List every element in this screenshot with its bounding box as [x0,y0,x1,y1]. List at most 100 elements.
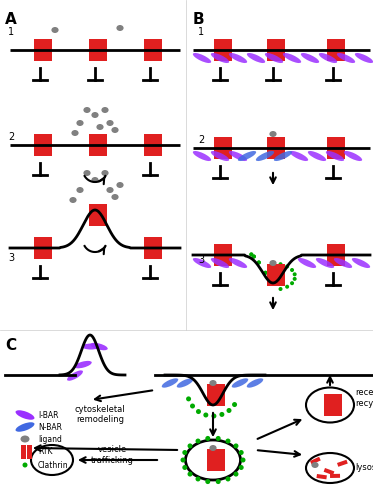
Ellipse shape [285,284,289,288]
Ellipse shape [16,422,34,432]
Text: A: A [5,12,17,27]
Ellipse shape [205,436,210,441]
Ellipse shape [271,277,275,281]
Bar [317,472,327,478]
Bar [88,134,98,156]
Ellipse shape [229,258,247,268]
Ellipse shape [196,409,201,414]
Ellipse shape [116,182,123,188]
Bar [207,449,216,471]
Ellipse shape [233,472,238,476]
Ellipse shape [247,378,263,388]
Text: N-BAR: N-BAR [38,422,62,432]
Ellipse shape [219,412,225,417]
Ellipse shape [177,378,193,388]
Ellipse shape [290,268,294,272]
Ellipse shape [190,404,195,408]
Ellipse shape [22,462,28,468]
Text: receptor
recycling: receptor recycling [355,388,373,407]
Ellipse shape [106,187,114,193]
Bar [266,39,276,61]
Ellipse shape [265,53,283,63]
Ellipse shape [216,436,221,441]
Ellipse shape [211,258,229,268]
Ellipse shape [256,151,274,161]
Ellipse shape [257,260,261,264]
Bar [275,137,285,159]
Text: ligand: ligand [38,434,62,444]
Ellipse shape [193,53,211,63]
Bar [337,462,348,467]
Bar [326,244,336,266]
Ellipse shape [182,450,187,455]
Ellipse shape [209,380,217,386]
Bar [41,39,51,61]
Text: lysosome: lysosome [355,464,373,472]
Bar [151,39,162,61]
Ellipse shape [249,252,253,256]
Ellipse shape [301,53,319,63]
Ellipse shape [290,281,294,285]
Bar [144,134,154,156]
Ellipse shape [290,151,308,161]
Ellipse shape [84,107,91,113]
Ellipse shape [293,277,297,281]
Bar [214,384,225,406]
Ellipse shape [101,170,109,176]
Ellipse shape [193,151,211,161]
Bar [88,39,98,61]
Bar [222,137,232,159]
Ellipse shape [316,258,334,268]
Ellipse shape [293,272,297,276]
Bar [97,39,107,61]
Bar [34,134,44,156]
Ellipse shape [269,260,277,266]
Ellipse shape [252,254,256,258]
Ellipse shape [211,151,229,161]
Ellipse shape [279,287,282,291]
Text: 2: 2 [8,132,14,142]
Ellipse shape [226,408,232,413]
Bar [323,394,333,416]
Ellipse shape [188,472,192,476]
Ellipse shape [16,410,34,420]
Bar [214,449,225,471]
Ellipse shape [211,53,229,63]
Ellipse shape [238,151,256,161]
Ellipse shape [203,412,209,418]
Ellipse shape [116,25,123,31]
Bar [330,470,341,478]
Ellipse shape [96,124,104,130]
Ellipse shape [112,127,119,133]
Ellipse shape [319,53,337,63]
Text: Clathrin: Clathrin [38,460,69,469]
Ellipse shape [101,107,109,113]
Ellipse shape [239,465,244,470]
Ellipse shape [274,151,292,161]
Text: C: C [5,338,16,353]
Ellipse shape [279,262,282,266]
Ellipse shape [355,53,373,63]
Bar [323,468,334,476]
Ellipse shape [21,436,29,442]
Ellipse shape [233,444,238,448]
Bar [335,137,345,159]
Bar [97,134,107,156]
Ellipse shape [209,445,217,451]
Ellipse shape [195,476,201,482]
Bar [144,237,154,259]
Bar [21,445,26,459]
Bar [326,39,336,61]
Ellipse shape [334,258,352,268]
Ellipse shape [195,438,201,444]
Text: cytoskeletal
remodeling: cytoskeletal remodeling [75,405,125,424]
Ellipse shape [205,479,210,484]
Ellipse shape [269,131,277,137]
Bar [151,134,162,156]
Ellipse shape [285,264,289,268]
Ellipse shape [181,458,185,462]
Ellipse shape [188,444,192,448]
Ellipse shape [247,53,265,63]
Ellipse shape [84,170,91,176]
Ellipse shape [232,378,248,388]
